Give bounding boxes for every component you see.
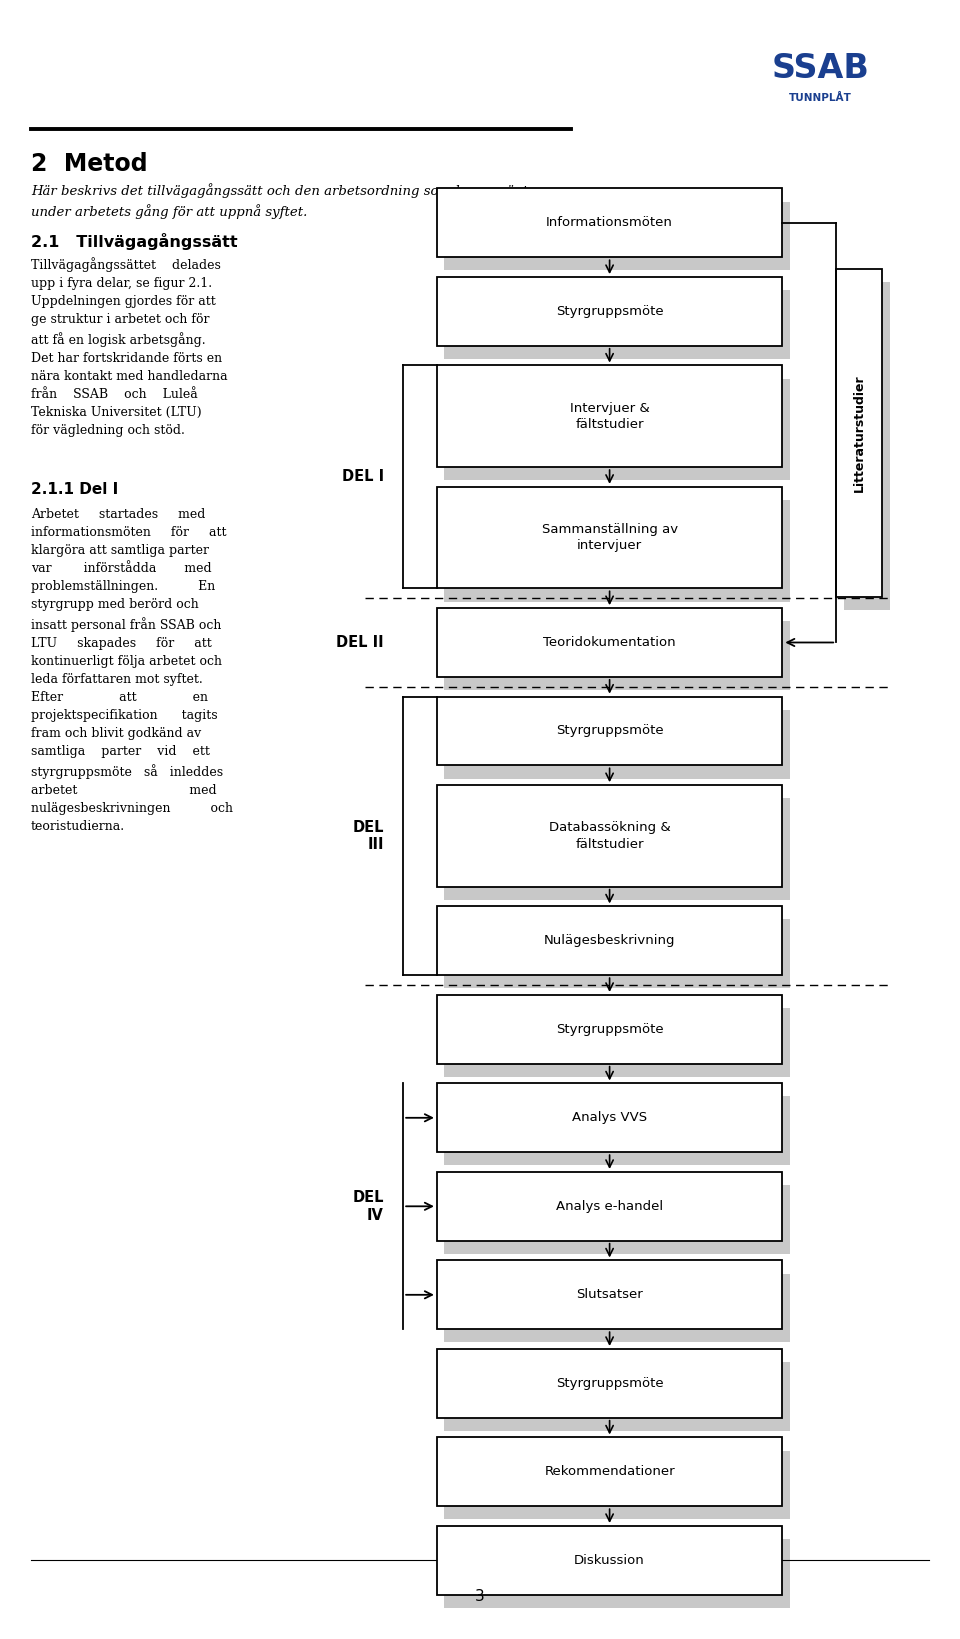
- Text: 2.1   Tillvägagångssätt: 2.1 Tillvägagångssätt: [31, 233, 237, 249]
- Text: DEL
III: DEL III: [352, 820, 384, 852]
- Text: Sammanställning av
intervjuer: Sammanställning av intervjuer: [541, 523, 678, 552]
- Text: Nulägesbeskrivning: Nulägesbeskrivning: [544, 934, 675, 947]
- Text: Rekommendationer: Rekommendationer: [544, 1465, 675, 1478]
- FancyBboxPatch shape: [444, 710, 790, 779]
- FancyBboxPatch shape: [444, 1008, 790, 1077]
- FancyBboxPatch shape: [444, 1096, 790, 1165]
- FancyBboxPatch shape: [444, 379, 790, 480]
- FancyBboxPatch shape: [437, 995, 782, 1064]
- Text: Slutsatser: Slutsatser: [576, 1288, 643, 1301]
- FancyBboxPatch shape: [437, 1349, 782, 1418]
- FancyBboxPatch shape: [444, 202, 790, 270]
- Text: Teoridokumentation: Teoridokumentation: [543, 636, 676, 649]
- FancyBboxPatch shape: [437, 188, 782, 257]
- FancyBboxPatch shape: [437, 277, 782, 346]
- FancyBboxPatch shape: [437, 697, 782, 765]
- FancyBboxPatch shape: [437, 365, 782, 467]
- Text: Styrgruppsmöte: Styrgruppsmöte: [556, 724, 663, 738]
- Text: DEL I: DEL I: [342, 469, 384, 485]
- FancyBboxPatch shape: [444, 1362, 790, 1431]
- Text: 2  Metod: 2 Metod: [31, 152, 147, 177]
- Text: SSAB: SSAB: [772, 52, 870, 85]
- Text: Litteraturstudier: Litteraturstudier: [852, 374, 866, 492]
- FancyBboxPatch shape: [444, 798, 790, 900]
- FancyBboxPatch shape: [437, 1083, 782, 1152]
- FancyBboxPatch shape: [437, 487, 782, 588]
- FancyBboxPatch shape: [437, 1172, 782, 1241]
- FancyBboxPatch shape: [437, 608, 782, 677]
- FancyBboxPatch shape: [437, 785, 782, 887]
- FancyBboxPatch shape: [444, 1539, 790, 1608]
- FancyBboxPatch shape: [437, 1526, 782, 1595]
- FancyBboxPatch shape: [444, 1185, 790, 1254]
- Text: Styrgruppsmöte: Styrgruppsmöte: [556, 1377, 663, 1390]
- Text: 3: 3: [475, 1588, 485, 1605]
- Text: Informationsmöten: Informationsmöten: [546, 216, 673, 229]
- Text: TUNNPLÅT: TUNNPLÅT: [789, 93, 852, 103]
- Text: Diskussion: Diskussion: [574, 1554, 645, 1567]
- Text: Databassökning &
fältstudier: Databassökning & fältstudier: [549, 821, 670, 851]
- FancyBboxPatch shape: [844, 282, 890, 610]
- Text: Analys VVS: Analys VVS: [572, 1111, 647, 1124]
- FancyBboxPatch shape: [437, 1260, 782, 1329]
- FancyBboxPatch shape: [444, 1274, 790, 1342]
- FancyBboxPatch shape: [836, 269, 882, 597]
- Text: Intervjuer &
fältstudier: Intervjuer & fältstudier: [569, 402, 650, 431]
- Text: 2.1.1 Del I: 2.1.1 Del I: [31, 482, 118, 497]
- FancyBboxPatch shape: [437, 906, 782, 975]
- Text: Styrgruppsmöte: Styrgruppsmöte: [556, 1023, 663, 1036]
- Text: Analys e-handel: Analys e-handel: [556, 1200, 663, 1213]
- FancyBboxPatch shape: [444, 290, 790, 359]
- Text: Här beskrivs det tillvägagångssätt och den arbetsordning som har använts
under a: Här beskrivs det tillvägagångssätt och d…: [31, 184, 535, 220]
- FancyBboxPatch shape: [444, 919, 790, 988]
- FancyBboxPatch shape: [444, 1451, 790, 1519]
- FancyBboxPatch shape: [437, 1437, 782, 1506]
- Text: Tillvägagångssättet    delades
upp i fyra delar, se figur 2.1.
Uppdelningen gjor: Tillvägagångssättet delades upp i fyra d…: [31, 257, 228, 438]
- Text: DEL II: DEL II: [336, 634, 384, 651]
- Text: DEL
IV: DEL IV: [352, 1190, 384, 1223]
- Text: Styrgruppsmöte: Styrgruppsmöte: [556, 305, 663, 318]
- FancyBboxPatch shape: [444, 500, 790, 602]
- Text: Arbetet     startades     med
informationsmöten     för     att
klargöra att sam: Arbetet startades med informationsmöten …: [31, 508, 232, 833]
- FancyBboxPatch shape: [444, 621, 790, 690]
